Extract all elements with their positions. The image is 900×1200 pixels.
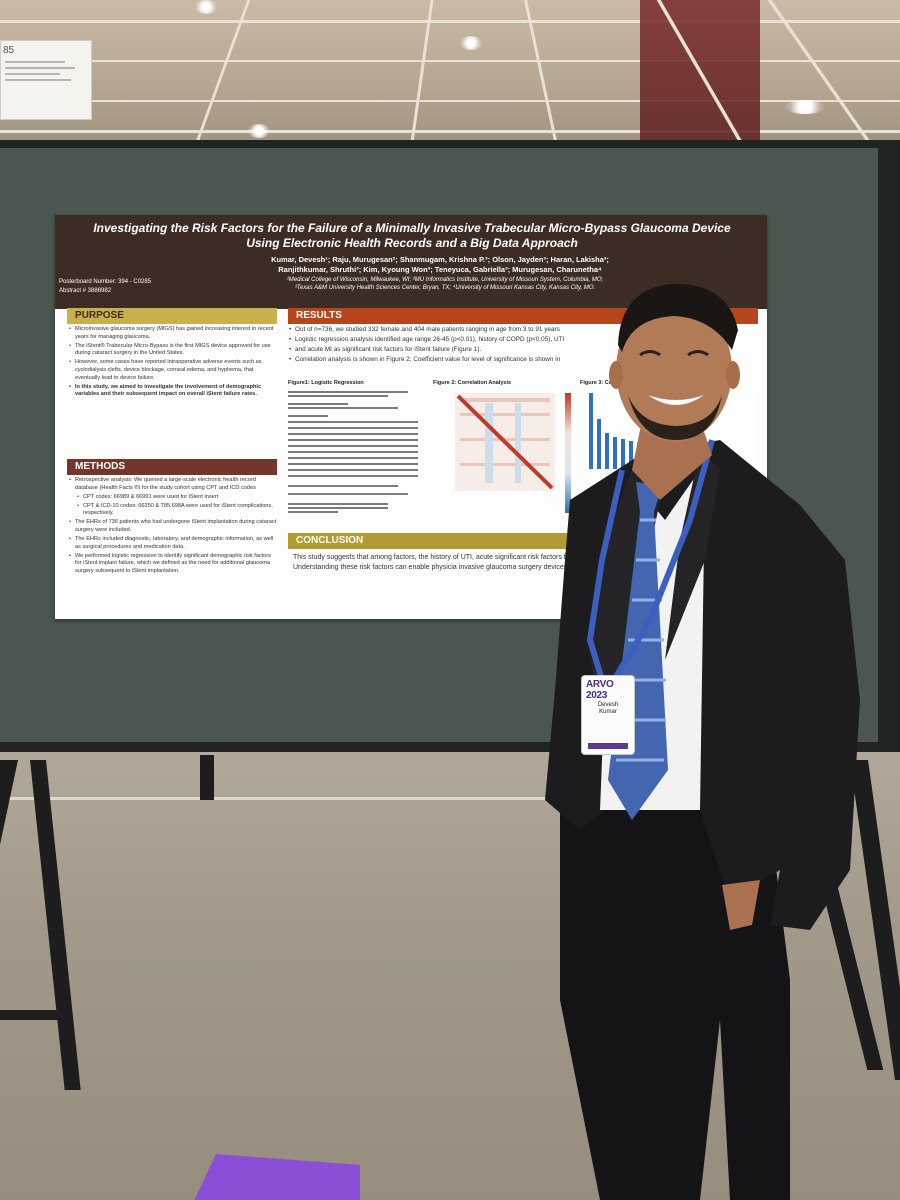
ceiling-truss	[0, 60, 900, 62]
figure3-label: Figure 3: Co	[580, 380, 613, 386]
methods-sub-bullet: CPT & ICD-10 codes: 66250 & T85.698A wer…	[69, 503, 277, 518]
ceiling-truss	[0, 20, 900, 23]
purpose-heading: PURPOSE	[67, 308, 277, 324]
results-bullet: and acute MI as significant risk factors…	[289, 346, 759, 355]
poster-title: Investigating the Risk Factors for the F…	[67, 221, 757, 251]
purpose-list: Microinvasive glaucoma surgery (MIGS) ha…	[69, 326, 277, 400]
methods-bullet: Retrospective analysis: We queried a lar…	[69, 477, 277, 492]
ceiling-light	[785, 100, 825, 114]
smile	[648, 395, 704, 405]
posterboard-number: Posterboard Number: 394 - C0285	[59, 279, 152, 285]
booth-sign: 85	[0, 40, 92, 120]
purpose-bullet: However, some cases have reported intrao…	[69, 359, 277, 382]
sign-text-line	[5, 61, 65, 63]
ceiling	[0, 0, 900, 150]
purpose-bullet: In this study, we aimed to investigate t…	[69, 384, 277, 399]
poster-title-line1: Investigating the Risk Factors for the F…	[93, 221, 731, 235]
results-bullet: Out of n=736, we studied 332 female and …	[289, 326, 759, 335]
hand	[722, 880, 760, 930]
face	[616, 298, 732, 442]
sign-text-line	[5, 73, 60, 75]
hair	[618, 283, 738, 352]
abstract-number: Abstract # 3886982	[59, 288, 112, 294]
beard	[628, 395, 722, 440]
sign-text-line	[5, 79, 71, 81]
poster-title-line2: Using Electronic Health Records and a Bi…	[246, 236, 578, 250]
correlation-heatmap	[455, 393, 555, 491]
badge-logo: ARVO 2023	[586, 679, 614, 701]
methods-bullet: The EHRs included diagnostic, laboratory…	[69, 536, 277, 551]
name-badge: ARVO 2023 Devesh Kumar	[582, 676, 634, 754]
affiliation-line1: ¹Medical College of Wisconsin, Milwaukee…	[286, 277, 604, 283]
methods-bullet: The EHRs of 736 patients who had undergo…	[69, 519, 277, 534]
board-stand-leg	[200, 755, 214, 800]
authors-line1: Kumar, Devesh¹; Raju, Murugesan²; Shanmu…	[271, 255, 609, 264]
badge-name: Devesh Kumar	[586, 702, 630, 716]
figure1-label: Figure1: Logistic Regression	[288, 380, 364, 386]
neck	[632, 420, 712, 500]
purpose-bullet: The iStent® Trabecular Micro-Bypass is t…	[69, 343, 277, 358]
booth-sign-number: 85	[3, 45, 15, 56]
heatmap-color-scale	[565, 393, 571, 513]
affiliation-line2: ³Texas A&M University Health Sciences Ce…	[294, 285, 596, 291]
board-stand-foot	[0, 1010, 60, 1020]
lanyard	[586, 439, 715, 682]
authors-line2: Ranjithkumar, Shruthi³; Kim, Kyoung Won³…	[278, 265, 602, 274]
results-list: Out of n=736, we studied 332 female and …	[289, 326, 759, 366]
sign-text-line	[5, 67, 75, 69]
badge-first-name: Devesh	[597, 702, 619, 708]
purpose-bullet: Microinvasive glaucoma surgery (MIGS) ha…	[69, 326, 277, 341]
poster-affiliations: ¹Medical College of Wisconsin, Milwaukee…	[215, 276, 675, 292]
poster-board-edge	[878, 140, 900, 752]
eyes	[639, 350, 709, 357]
floor-marking	[0, 797, 560, 800]
badge-stripe	[588, 743, 628, 749]
ear	[609, 361, 623, 389]
ceiling-truss	[0, 130, 900, 133]
ceiling-light	[195, 0, 217, 14]
ceiling-light	[460, 36, 482, 50]
poster-authors: Kumar, Devesh¹; Raju, Murugesan²; Shanmu…	[205, 255, 675, 275]
necktie-pattern	[616, 518, 666, 762]
ceiling-light	[248, 124, 270, 138]
methods-heading: METHODS	[67, 459, 277, 475]
results-bullet: Correlation analysis is shown in Figure …	[289, 356, 759, 365]
methods-bullet: We performed logistic regression to iden…	[69, 553, 277, 576]
poster-id: Posterboard Number: 394 - C0285 Abstract…	[59, 278, 151, 296]
results-bullet: Logistic regression analysis identified …	[289, 336, 759, 345]
ceiling-truss	[0, 100, 900, 102]
ear	[726, 361, 740, 389]
regression-output	[288, 391, 418, 513]
badge-last-name: Kumar	[599, 709, 617, 715]
conclusion-text: This study suggests that among factors, …	[293, 554, 726, 571]
jacket-lapel-right	[665, 450, 720, 660]
figure2-label: Figure 2: Correlation Analysis	[433, 380, 512, 386]
methods-list: Retrospective analysis: We queried a lar…	[69, 477, 277, 577]
methods-sub-bullet: CPT codes: 66989 & 66991 were used for i…	[69, 494, 277, 502]
